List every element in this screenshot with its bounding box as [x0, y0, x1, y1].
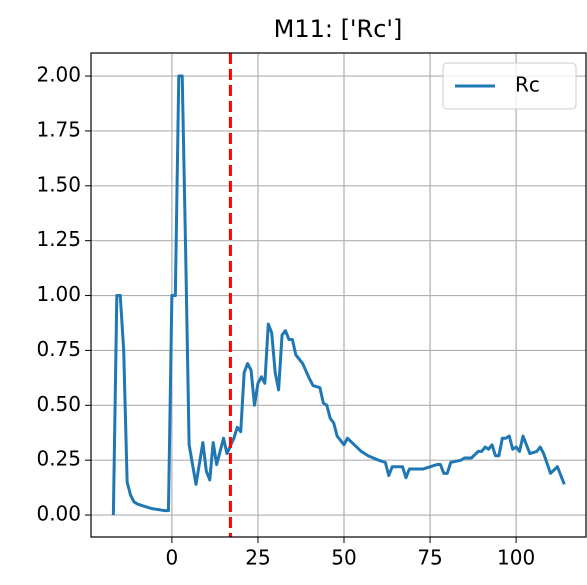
x-tick-label: 75	[417, 546, 442, 570]
y-tick-label: 2.00	[36, 63, 81, 87]
data-line	[111, 74, 566, 516]
y-tick-label: 0.75	[36, 337, 81, 361]
y-tick-label: 1.75	[36, 117, 81, 141]
x-tick-label: 50	[331, 546, 356, 570]
y-tick-label: 0.25	[36, 447, 81, 471]
chart-title: M11: ['Rc']	[274, 15, 403, 43]
y-tick-label: 0.00	[36, 502, 81, 526]
legend-box	[442, 62, 577, 110]
y-tick-label: 1.50	[36, 172, 81, 196]
y-tick-label: 1.25	[36, 227, 81, 251]
x-tick-label: 25	[245, 546, 270, 570]
y-tick-label: 0.50	[36, 392, 81, 416]
y-tick-label: 1.00	[36, 282, 81, 306]
x-tick-label: 100	[497, 546, 535, 570]
legend: Rc	[442, 62, 577, 110]
x-tick-label: 0	[166, 546, 179, 570]
legend-label: Rc	[515, 73, 540, 97]
plot-frame	[90, 52, 587, 538]
